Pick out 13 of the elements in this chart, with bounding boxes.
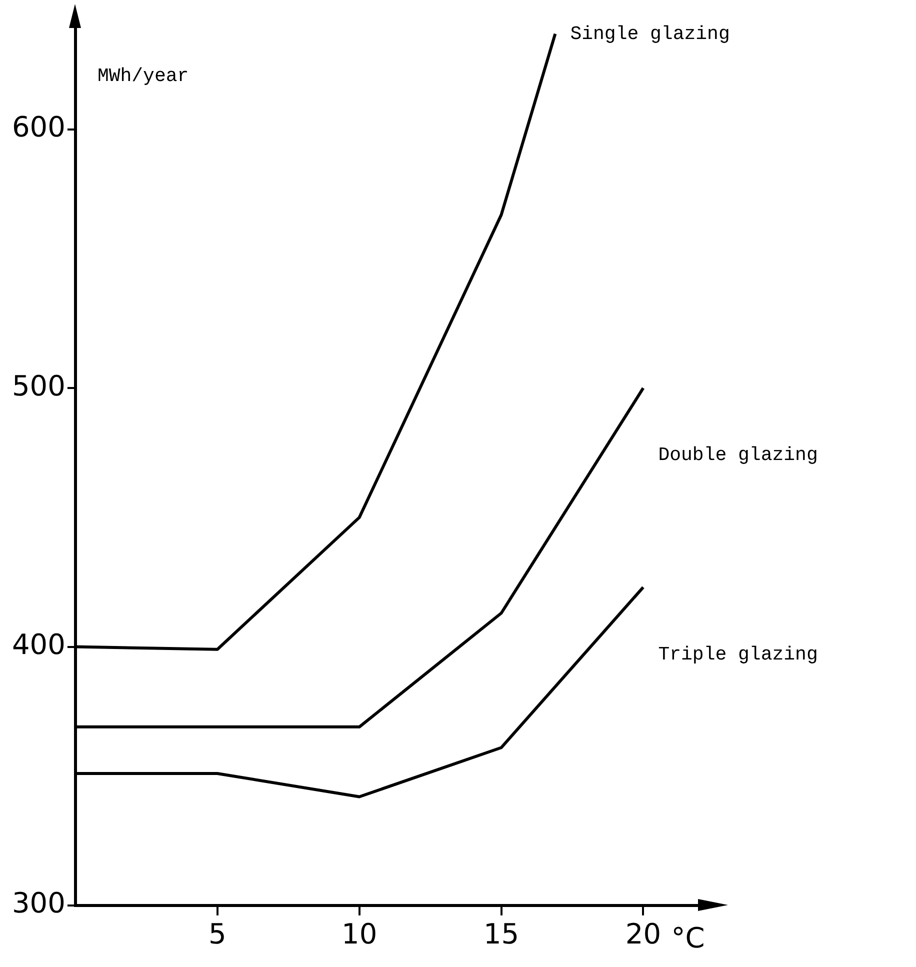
- text: Triple glazing: [658, 643, 818, 666]
- y-tick-label: 600: [12, 110, 66, 144]
- y-axis-title: MWh/year: [97, 65, 189, 88]
- y-tick-label: 300: [12, 886, 66, 920]
- series-label: Single glazing: [570, 23, 730, 46]
- x-tick-label: 15: [483, 917, 520, 950]
- y-tick-label: 400: [12, 628, 66, 662]
- x-axis-title: °C: [671, 922, 705, 955]
- x-tick-label: 5: [208, 917, 226, 950]
- text: Double glazing: [658, 444, 818, 466]
- x-tick-label: 10: [342, 917, 378, 950]
- y-tick-label: 500: [12, 369, 66, 402]
- x-tick-label: 20: [625, 917, 662, 950]
